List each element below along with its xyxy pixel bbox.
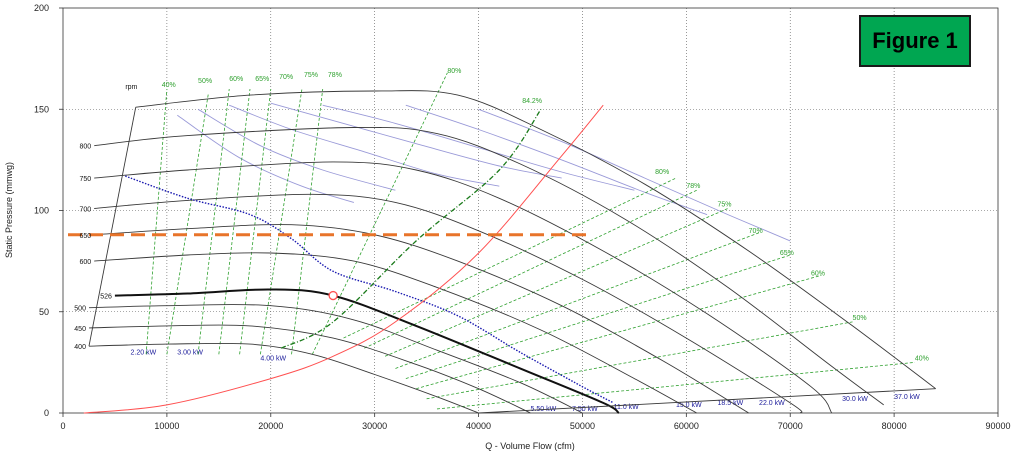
power-curve <box>270 102 562 179</box>
efficiency-line <box>239 88 272 355</box>
efficiency-line <box>197 88 230 355</box>
speed-label: 400 <box>74 344 86 351</box>
speed-label: 750 <box>79 176 91 183</box>
efficiency-line <box>426 321 853 400</box>
efficiency-label-left: 60% <box>229 76 243 83</box>
power-curve <box>177 114 355 203</box>
power-label: 7.50 kW <box>572 406 598 413</box>
x-tick-label: 80000 <box>882 421 907 431</box>
power-label: 37.0 kW <box>894 394 920 401</box>
power-label: 2.20 kW <box>131 349 157 356</box>
x-tick-label: 70000 <box>778 421 803 431</box>
efficiency-label-right: 75% <box>718 201 732 208</box>
efficiency-line <box>145 88 168 355</box>
envelope-bottom-edge <box>478 388 936 414</box>
efficiency-line <box>343 177 677 339</box>
efficiency-label-right: 78% <box>686 183 700 190</box>
efficiency-label-right: 70% <box>749 228 763 235</box>
speed-curve <box>88 304 583 414</box>
overlay-lines <box>68 104 936 414</box>
rpm-header: rpm <box>125 84 137 91</box>
power-label: 11.0 kW <box>614 404 640 411</box>
efficiency-line <box>311 72 448 355</box>
efficiency-line <box>416 274 822 390</box>
y-tick-label: 150 <box>34 104 49 114</box>
y-tick-label: 100 <box>34 206 49 216</box>
power-label: 30.0 kW <box>842 396 868 403</box>
x-tick-label: 30000 <box>362 421 387 431</box>
x-tick-label: 90000 <box>985 421 1010 431</box>
x-tick-label: 10000 <box>154 421 179 431</box>
system-curve <box>83 104 604 414</box>
speed-curve <box>94 161 833 414</box>
y-tick-label: 0 <box>44 408 49 418</box>
power-label: 18.5 kW <box>718 400 744 407</box>
tick-labels: 0 10000 20000 30000 40000 50000 60000 70000 8000… <box>34 3 1011 431</box>
operating-point <box>328 290 338 301</box>
power-limit-curve <box>125 175 614 404</box>
y-tick-label: 50 <box>39 307 49 317</box>
speed-curve <box>135 90 936 390</box>
speed-curve <box>114 288 620 414</box>
efficiency-line <box>405 254 791 379</box>
speed-label: 450 <box>74 326 86 333</box>
speed-label: 650 <box>79 233 91 240</box>
grid <box>62 7 999 414</box>
speed-curves <box>88 90 936 414</box>
power-label: 4.00 kW <box>260 355 286 362</box>
efficiency-line <box>364 189 697 349</box>
speed-label: 700 <box>79 206 91 213</box>
power-curve <box>405 104 708 216</box>
power-label: 3.00 kW <box>177 349 203 356</box>
x-axis-label: Q - Volume Flow (cfm) <box>485 441 575 451</box>
efficiency-label-right: 40% <box>915 355 929 362</box>
power-label: 15.0 kW <box>676 402 702 409</box>
efficiency-label-left: 40% <box>162 82 176 89</box>
speed-label: 800 <box>79 144 91 151</box>
efficiency-label-left: 78% <box>328 72 342 79</box>
x-tick-label: 40000 <box>466 421 491 431</box>
efficiency-line <box>166 92 209 355</box>
efficiency-line <box>218 88 251 355</box>
efficiency-line <box>291 88 324 355</box>
speed-curve <box>94 252 697 414</box>
efficiency-label-right: 80% <box>655 169 669 176</box>
y-tick-label: 200 <box>34 3 49 13</box>
speed-curve <box>88 324 531 414</box>
figure-label-badge: Figure 1 <box>859 15 971 67</box>
power-curve <box>478 108 791 242</box>
efficiency-label-right: 60% <box>811 270 825 277</box>
x-tick-label: 50000 <box>570 421 595 431</box>
efficiency-label-left: 80% <box>447 68 461 75</box>
speed-label: 600 <box>79 259 91 266</box>
efficiency-label-right: 65% <box>780 250 794 257</box>
max-efficiency-line <box>280 108 542 349</box>
y-axis-label: Static Pressure (mmwg) <box>4 162 14 258</box>
plot-frame <box>62 7 999 414</box>
x-tick-label: 0 <box>60 421 65 431</box>
speed-curve <box>94 193 803 414</box>
curve-labels: 400 450 500 526 600 650 700 750 800 rpm 84.2% <box>74 84 542 351</box>
speed-curve <box>94 126 884 406</box>
power-curve <box>322 104 635 191</box>
speed-curve <box>94 224 749 414</box>
efficiency-line <box>384 208 729 357</box>
max-efficiency-label: 84.2% <box>522 98 542 105</box>
x-tick-label: 60000 <box>674 421 699 431</box>
speed-curve <box>88 342 479 414</box>
power-curves: 2.20 kW3.00 kW4.00 kW5.50 kW7.50 kW11.0 … <box>131 102 920 413</box>
efficiency-label-left: 70% <box>279 74 293 81</box>
x-tick-label: 20000 <box>258 421 283 431</box>
efficiency-label-left: 50% <box>198 78 212 85</box>
power-label: 22.0 kW <box>759 400 785 407</box>
efficiency-label-left: 65% <box>255 76 269 83</box>
efficiency-label-left: 75% <box>304 72 318 79</box>
envelope-left-edge <box>88 107 137 347</box>
efficiency-line <box>436 361 915 410</box>
speed-label: 500 <box>74 306 86 313</box>
power-curve <box>229 104 500 187</box>
speed-label: 526 <box>100 294 112 301</box>
efficiency-label-right: 50% <box>853 315 867 322</box>
